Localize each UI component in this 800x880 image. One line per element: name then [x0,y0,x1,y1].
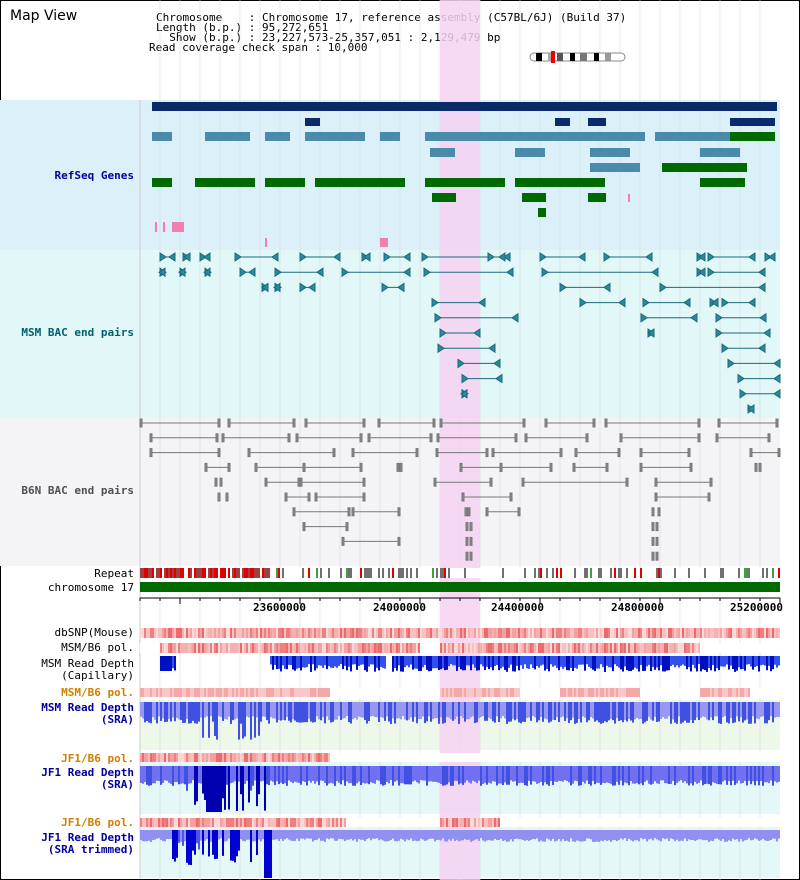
msm-bac-track-label[interactable]: MSM BAC end pairs [21,326,134,339]
jf1-b6-pol-track-1 [140,753,780,762]
axis-tick-label: 23600000 [253,601,306,614]
refseq-track-label[interactable]: RefSeq Genes [54,169,134,182]
b6n-bac-track-label[interactable]: B6N BAC end pairs [21,484,134,497]
msm-b6-pol-track-1 [140,643,780,653]
jf1-depth-trim-label-2: (SRA trimmed) [47,843,134,856]
dbsnp-label: dbSNP(Mouse) [54,626,134,639]
msm-b6-pol-label-1: MSM/B6 pol. [61,641,134,654]
jf1-read-depth-trimmed [140,830,780,878]
jf1-depth-trim-label-1: JF1 Read Depth [41,831,134,844]
jf1-b6-pol-track-2 [140,818,780,827]
repeat-track-label: Repeat [94,567,134,580]
msm-depth-cap-label-2: (Capillary) [61,669,134,682]
axis-tick-label: 25200000 [730,601,783,614]
msm-b6-pol-track-2 [140,688,780,697]
msm-read-depth-sra [140,702,780,740]
length-info: Length (b.p.) : 95,272,651 [156,21,329,34]
jf1-b6-pol-label-2: JF1/B6 pol. [61,816,134,829]
axis-tick-label: 24400000 [491,601,544,614]
msm-bac-pairs-track [158,252,781,414]
chromosome-track-label: chromosome 17 [47,581,134,594]
msm-depth-cap-label-1: MSM Read Depth [41,657,134,670]
coverage-span-info: Read coverage check span : 10,000 [149,41,368,54]
repeat-track [140,568,780,578]
chromosome-ideogram [529,51,626,63]
msm-read-depth-capillary [160,656,780,672]
jf1-b6-pol-label-1: JF1/B6 pol. [61,752,134,765]
page-title: Map View [10,8,78,24]
msm-depth-sra-label-1: MSM Read Depth [41,701,134,714]
msm-depth-sra-label-2: (SRA) [100,713,134,726]
b6n-bac-pairs-track [139,418,781,561]
jf1-depth-sra-label-1: JF1 Read Depth [41,766,134,779]
axis-tick-label: 24800000 [611,601,664,614]
jf1-depth-sra-label-2: (SRA) [100,778,134,791]
dbsnp-track [140,628,780,638]
jf1-read-depth-sra [140,766,780,812]
refseq-genes-track [152,102,777,247]
axis-tick-label: 24000000 [373,601,426,614]
msm-b6-pol-label-2: MSM/B6 pol. [61,686,134,699]
chromosome-bar [140,582,780,592]
selected-region-highlight[interactable] [440,0,480,880]
position-axis [139,597,781,604]
